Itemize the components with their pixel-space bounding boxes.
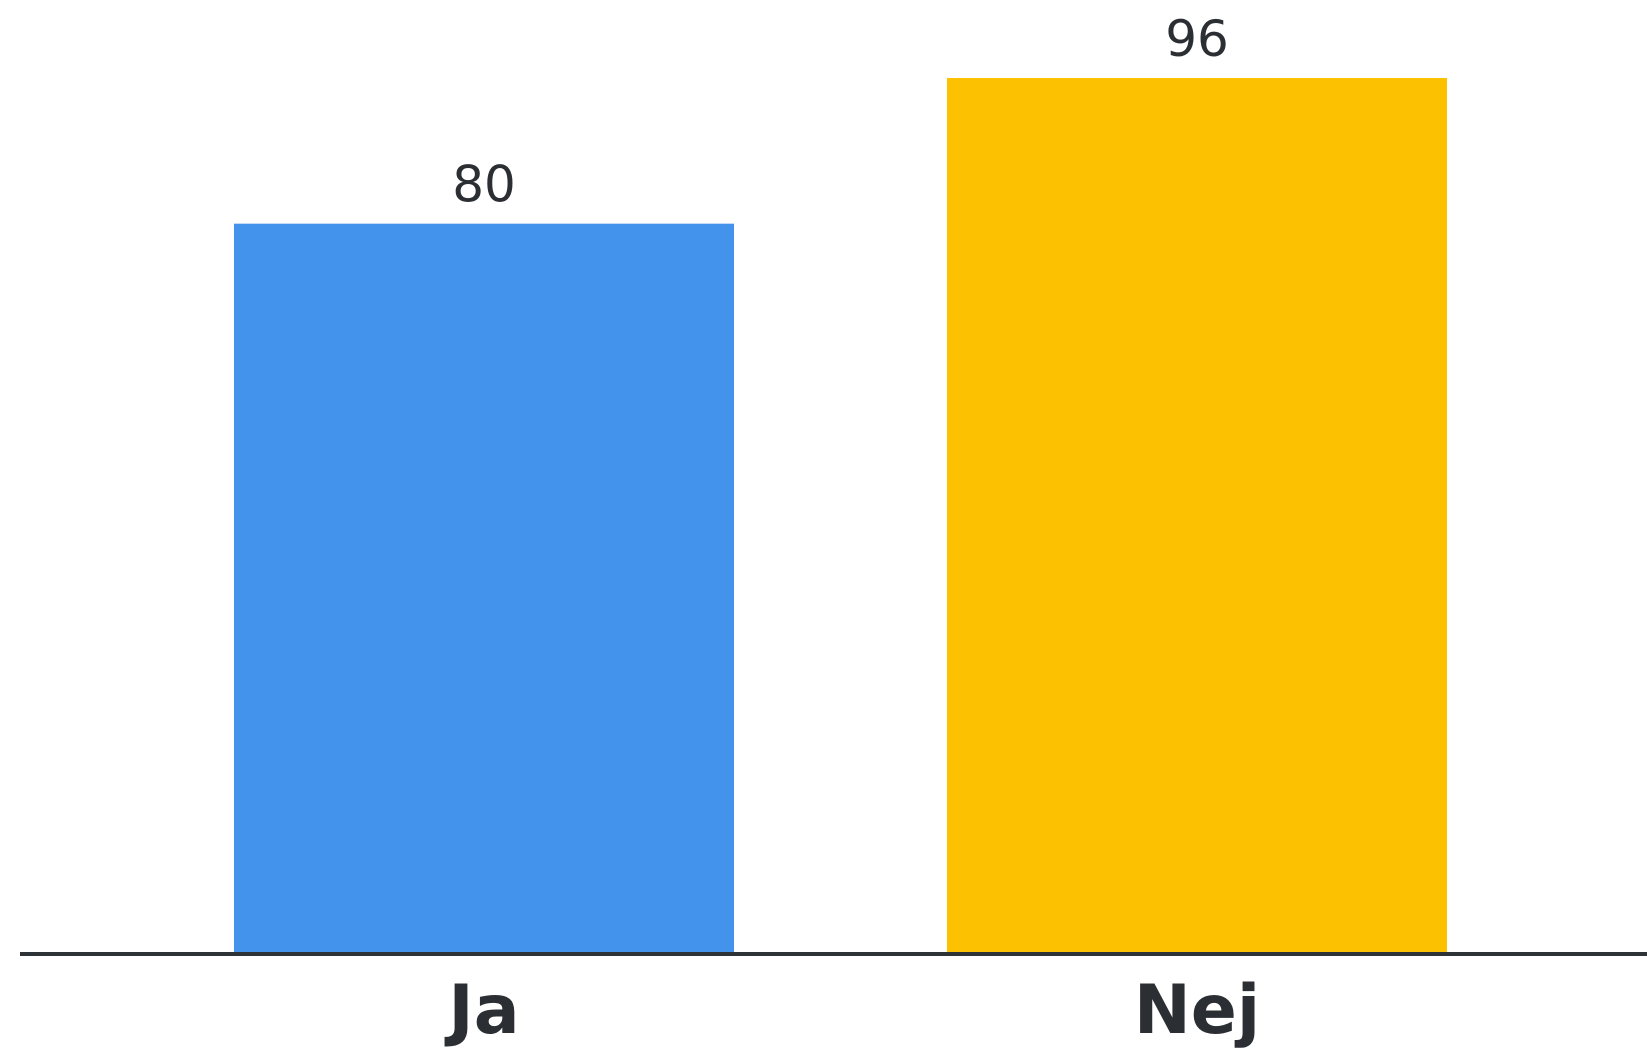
value-labels-group: 80 96 [452,10,1229,214]
bar-nej [947,78,1447,952]
data-label-ja: 80 [452,156,516,214]
bar-ja [234,223,734,952]
data-label-nej: 96 [1165,10,1229,68]
bars-group [234,78,1447,952]
category-label-ja: Ja [444,971,519,1050]
category-labels-group: Ja Nej [444,971,1260,1050]
category-label-nej: Nej [1134,971,1260,1050]
